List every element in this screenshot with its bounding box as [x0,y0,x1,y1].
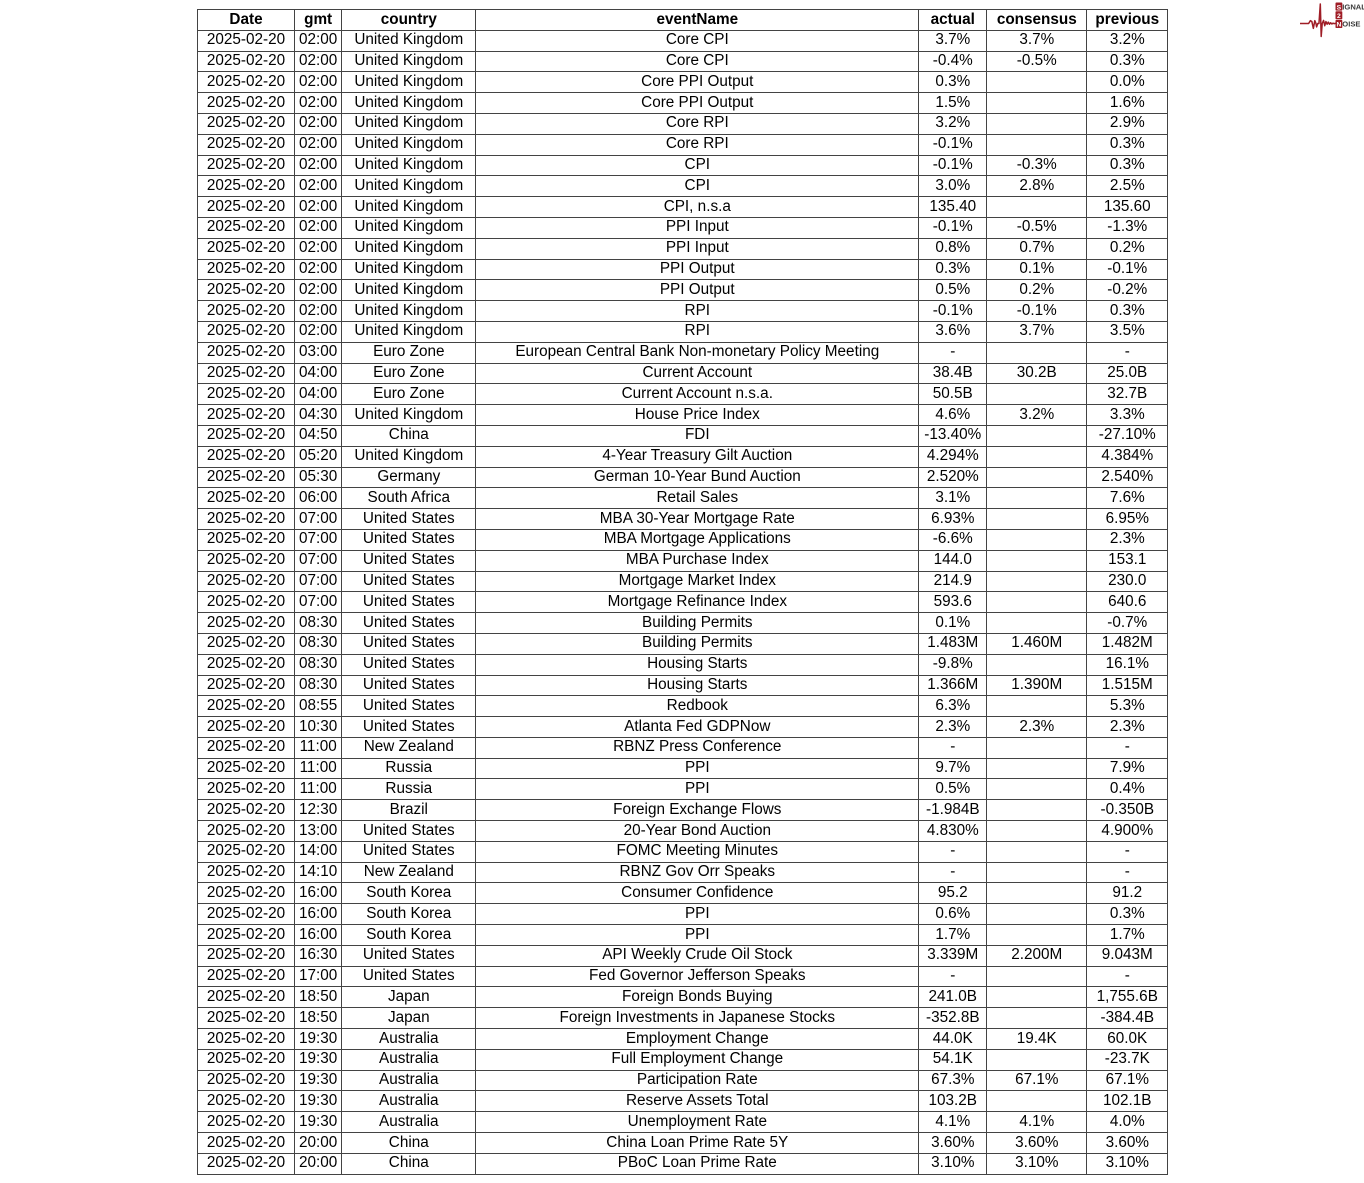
svg-text:2: 2 [1337,13,1341,20]
svg-text:S: S [1337,4,1342,11]
svg-text:N: N [1336,22,1341,29]
svg-text:OISE: OISE [1342,20,1360,29]
svg-text:IGNAL: IGNAL [1342,2,1364,11]
